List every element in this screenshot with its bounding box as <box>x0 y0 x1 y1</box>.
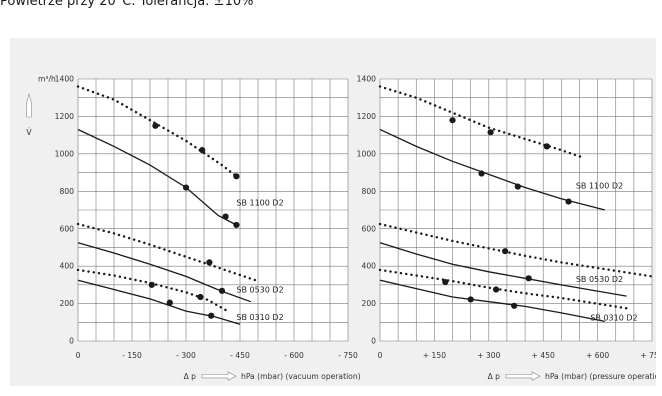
x-tick-label: - 150 <box>122 351 142 360</box>
x-tick-label: - 450 <box>230 351 250 360</box>
data-point <box>449 117 456 124</box>
data-point <box>478 170 485 177</box>
x-tick-label: 0 <box>76 351 81 360</box>
data-point <box>492 286 500 293</box>
series-label: SB 0530 D2 <box>576 275 623 284</box>
series-line-dotted <box>378 222 654 278</box>
data-point <box>152 122 159 129</box>
data-point <box>206 259 213 266</box>
series-line-solid <box>77 242 252 303</box>
y-tick-label: 600 <box>60 224 75 233</box>
data-point <box>199 147 206 154</box>
arrow-right-icon <box>201 371 237 381</box>
series-label: SB 0530 D2 <box>236 286 283 295</box>
y-axis-symbol: V̇ <box>26 128 32 137</box>
data-point <box>525 275 532 282</box>
x-axis-symbol: Δ p <box>184 372 197 381</box>
y-tick-label: 1400 <box>357 75 376 84</box>
data-point <box>148 281 155 288</box>
data-point <box>182 184 190 191</box>
data-point <box>208 312 215 319</box>
y-tick-label: 1200 <box>55 112 74 121</box>
x-tick-label: - 750 <box>338 351 358 360</box>
y-tick-label: 800 <box>60 187 75 196</box>
y-tick-label: 1200 <box>357 112 376 121</box>
x-tick-label: + 150 <box>423 351 446 360</box>
chart-panel: 0 200 400 600 800 1000 1200 1400 0 - 150 - 300 - 45… <box>10 38 656 386</box>
data-point <box>197 293 204 301</box>
grid-lines <box>77 78 349 342</box>
series-line-solid <box>77 128 237 226</box>
y-axis-unit: m³/h <box>38 75 56 84</box>
y-tick-label: 800 <box>362 187 377 196</box>
series-line-dotted <box>76 268 231 314</box>
data-point <box>543 143 550 150</box>
grid-lines <box>379 78 653 342</box>
y-tick-label: 1400 <box>55 75 74 84</box>
series-line-dotted <box>378 85 585 159</box>
series-line-solid <box>379 128 606 211</box>
x-tick-label: + 450 <box>532 351 555 360</box>
data-point <box>487 129 494 136</box>
y-tick-label: 600 <box>362 224 377 233</box>
chart-1: 0 200 400 600 800 1000 1200 1400 0 - 150 - 300 - 45… <box>26 75 361 381</box>
x-tick-label: 0 <box>378 351 383 360</box>
data-point <box>233 221 240 229</box>
data-point <box>233 173 240 180</box>
x-tick-label: - 600 <box>284 351 304 360</box>
flow-arrow-icon <box>26 92 32 118</box>
y-tick-label: 400 <box>60 262 75 271</box>
x-axis-label: hPa (mbar) (pressure operation) <box>545 372 656 381</box>
y-tick-label: 200 <box>362 299 377 308</box>
data-point <box>222 213 229 220</box>
performance-charts: 0 200 400 600 800 1000 1200 1400 0 - 150 - 300 - 45… <box>26 75 656 381</box>
data-point <box>218 287 226 294</box>
data-point <box>565 198 572 205</box>
series-line-solid <box>379 279 606 323</box>
x-tick-label: + 300 <box>477 351 500 360</box>
data-point <box>467 296 474 303</box>
y-tick-label: 1000 <box>357 149 376 158</box>
data-point <box>502 248 509 255</box>
series-line-dotted <box>76 85 238 178</box>
series-label: SB 0310 D2 <box>590 314 637 323</box>
data-point <box>166 299 173 306</box>
series-line-dotted <box>76 222 260 283</box>
x-tick-label: + 750 <box>640 351 656 360</box>
x-tick-label: + 600 <box>586 351 609 360</box>
x-axis-symbol: Δ p <box>488 372 501 381</box>
series-label: SB 1100 D2 <box>576 182 623 191</box>
x-axis-label: hPa (mbar) (vacuum operation) <box>241 372 361 381</box>
series-label: SB 0310 D2 <box>236 313 283 322</box>
data-point <box>514 183 521 190</box>
y-tick-label: 1000 <box>55 149 74 158</box>
series-label: SB 1100 D2 <box>236 199 283 208</box>
y-tick-label: 0 <box>371 337 376 346</box>
data-point <box>511 302 518 309</box>
series-line-dotted <box>378 268 628 310</box>
chart-caption: Powietrze przy 20°C. Tolerancja: ±10% <box>0 0 254 9</box>
y-tick-label: 400 <box>362 262 377 271</box>
data-point <box>442 278 449 286</box>
series-line-solid <box>379 242 627 297</box>
y-tick-label: 200 <box>60 299 75 308</box>
chart-2: 0 200 400 600 800 1000 1200 1400 0 + 150 + 300 + 45… <box>357 75 656 381</box>
y-tick-label: 0 <box>69 337 74 346</box>
arrow-right-icon <box>505 371 541 381</box>
x-tick-label: - 300 <box>176 351 196 360</box>
